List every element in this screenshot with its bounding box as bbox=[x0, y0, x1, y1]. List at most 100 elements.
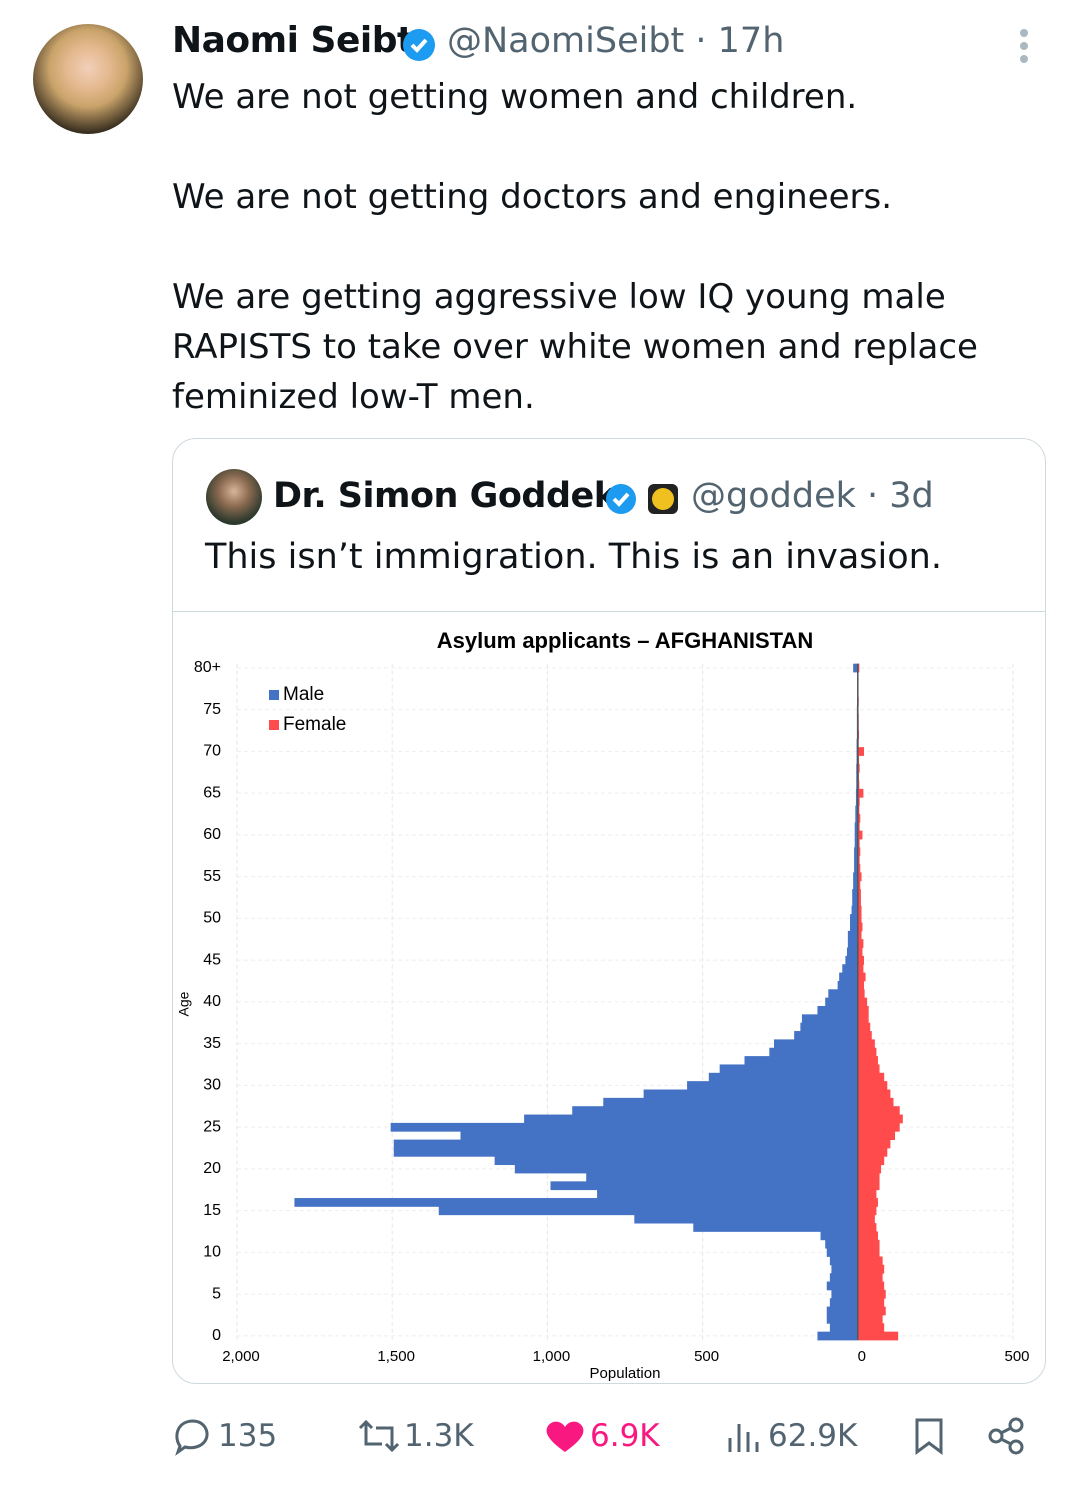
bar bbox=[857, 822, 860, 832]
bar bbox=[460, 1131, 858, 1140]
bar bbox=[586, 1173, 858, 1182]
bar bbox=[857, 964, 864, 973]
bar bbox=[847, 930, 858, 940]
bar bbox=[744, 1056, 858, 1065]
y-tick-label: 65 bbox=[203, 784, 221, 801]
bar bbox=[857, 1147, 888, 1157]
tweet-text: We are not getting women and children. bbox=[172, 77, 858, 117]
x-tick-label: 0 bbox=[858, 1348, 866, 1365]
bar bbox=[857, 1081, 888, 1090]
bookmark-icon[interactable] bbox=[912, 1416, 946, 1456]
bar bbox=[857, 1206, 877, 1216]
y-tick-label: 35 bbox=[203, 1035, 221, 1052]
bar bbox=[852, 897, 858, 907]
y-tick-label: 25 bbox=[203, 1118, 221, 1135]
bar bbox=[857, 1264, 885, 1274]
x-tick-label: 2,000 bbox=[222, 1348, 260, 1365]
y-tick-label: 80+ bbox=[194, 659, 221, 676]
chart-title: Asylum applicants – AFGHANISTAN bbox=[437, 628, 814, 653]
repost-count: 1.3K bbox=[404, 1418, 474, 1454]
author-name[interactable]: Naomi Seibt bbox=[172, 20, 414, 61]
bar bbox=[831, 1289, 858, 1299]
quoted-tweet[interactable]: Dr. Simon Goddek @goddek · 3d This isn’t… bbox=[172, 438, 1046, 1384]
bar bbox=[857, 1248, 880, 1257]
legend-swatch bbox=[269, 690, 279, 700]
bar bbox=[851, 905, 858, 915]
bar bbox=[847, 939, 858, 948]
bar bbox=[857, 1122, 900, 1132]
bar bbox=[857, 1331, 899, 1341]
y-tick-label: 70 bbox=[203, 743, 221, 760]
bar bbox=[857, 1156, 885, 1166]
legend-swatch bbox=[269, 720, 279, 730]
bar bbox=[643, 1089, 858, 1099]
bar bbox=[857, 1056, 878, 1065]
like-icon[interactable] bbox=[544, 1418, 586, 1454]
bar bbox=[801, 1014, 858, 1024]
bar bbox=[857, 864, 861, 873]
bar bbox=[857, 1072, 885, 1082]
x-tick-label: 500 bbox=[694, 1348, 719, 1365]
verified-badge bbox=[403, 29, 435, 61]
bar bbox=[817, 1006, 858, 1015]
bar bbox=[842, 964, 858, 973]
bar bbox=[850, 922, 858, 932]
x-axis-label: Population bbox=[590, 1365, 661, 1382]
bar bbox=[854, 830, 858, 840]
share-icon[interactable] bbox=[986, 1416, 1026, 1456]
y-tick-label: 50 bbox=[203, 910, 221, 927]
view-count: 62.9K bbox=[768, 1418, 858, 1454]
divider bbox=[173, 611, 1045, 612]
bar bbox=[857, 855, 860, 865]
bar bbox=[852, 889, 858, 898]
bar bbox=[393, 1147, 858, 1157]
bar bbox=[856, 780, 858, 790]
bar bbox=[438, 1206, 858, 1216]
bar bbox=[294, 1198, 858, 1207]
bar bbox=[857, 889, 861, 898]
bar bbox=[854, 864, 858, 873]
bar bbox=[856, 763, 858, 773]
bar bbox=[857, 989, 865, 999]
y-tick-label: 30 bbox=[203, 1077, 221, 1094]
reply-icon[interactable] bbox=[172, 1416, 212, 1456]
bar bbox=[857, 747, 865, 756]
repost-icon[interactable] bbox=[356, 1418, 402, 1454]
bar bbox=[390, 1122, 858, 1132]
bar bbox=[773, 1039, 858, 1049]
y-tick-label: 20 bbox=[203, 1160, 221, 1177]
bar bbox=[857, 930, 862, 940]
quoted-text: This isn’t immigration. This is an invas… bbox=[205, 537, 942, 577]
bar bbox=[857, 1089, 891, 1099]
bar bbox=[514, 1164, 858, 1174]
bar bbox=[837, 980, 858, 990]
bar bbox=[857, 847, 861, 857]
bar bbox=[857, 797, 860, 806]
bar bbox=[794, 1031, 858, 1040]
bar bbox=[857, 1173, 880, 1182]
bar bbox=[857, 1231, 878, 1241]
bar bbox=[857, 1306, 886, 1316]
bar bbox=[857, 980, 865, 990]
bar bbox=[857, 1289, 886, 1299]
bar bbox=[393, 1139, 858, 1149]
bar bbox=[826, 1306, 858, 1316]
bar bbox=[857, 1164, 882, 1174]
bar bbox=[857, 1273, 883, 1282]
bar bbox=[817, 1331, 858, 1341]
bar bbox=[826, 1248, 858, 1257]
bar bbox=[829, 1298, 858, 1307]
affiliate-badge bbox=[648, 484, 678, 514]
x-tick-label: 1,500 bbox=[377, 1348, 415, 1365]
bar bbox=[857, 905, 862, 915]
avatar[interactable] bbox=[33, 24, 143, 134]
bar bbox=[769, 1047, 858, 1057]
bar bbox=[850, 914, 858, 923]
bar bbox=[857, 788, 864, 798]
more-menu[interactable] bbox=[1012, 28, 1036, 68]
views-icon[interactable] bbox=[726, 1418, 762, 1454]
bar bbox=[857, 805, 860, 815]
bar bbox=[857, 914, 862, 923]
y-axis-label: Age bbox=[176, 991, 192, 1016]
